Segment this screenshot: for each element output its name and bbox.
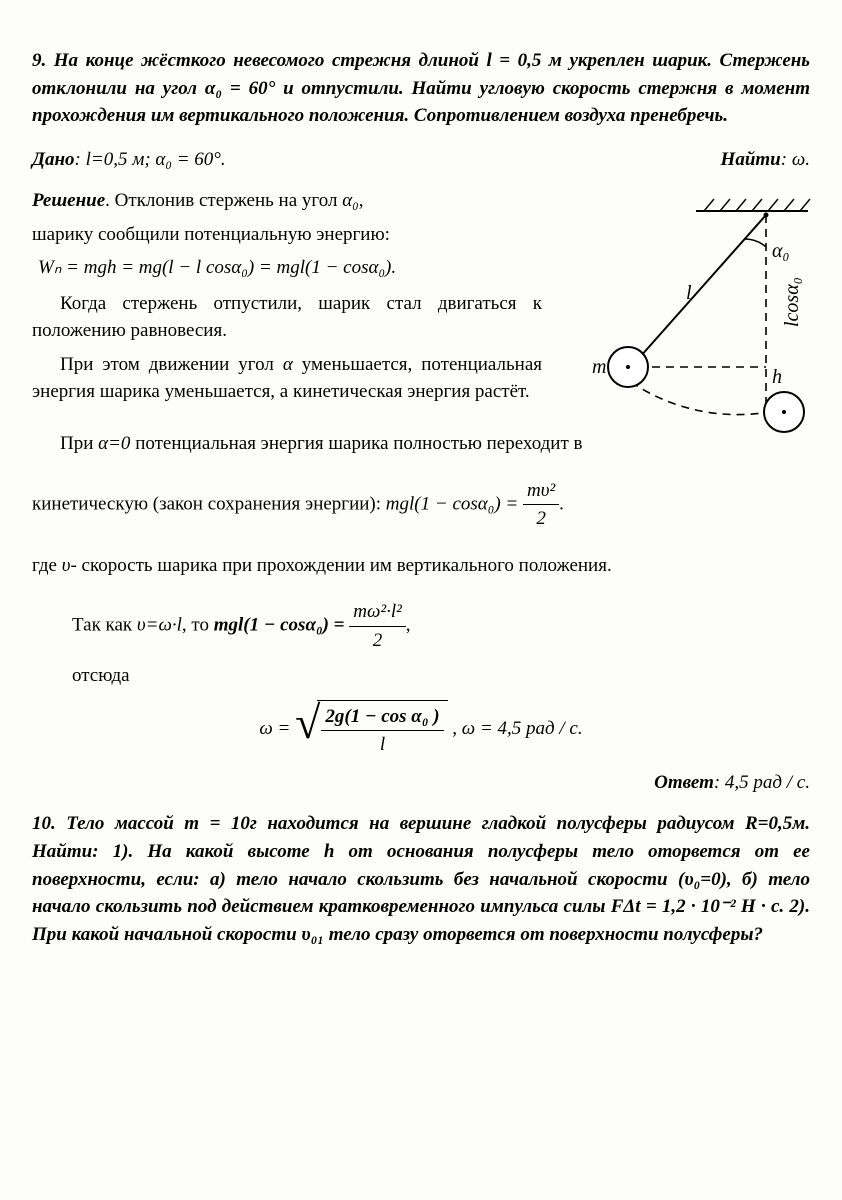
eq1: Wₙ = mgh = mg(l − l cosα₀) = mgl(1 − cos…: [38, 254, 542, 282]
eq2-num: mυ²: [523, 477, 559, 506]
p6a: кинетическую (закон сохранения энергии):: [32, 493, 386, 514]
eq3-lhs: mgl(1 − cosα₀) =: [214, 615, 350, 636]
sqrt: √ 2g(1 − cos α₀ ) l: [295, 700, 447, 759]
eq2-end: .: [559, 493, 564, 514]
p8b: υ=ω·l: [137, 615, 182, 636]
eq2-den: 2: [523, 505, 559, 533]
p1: Решение. Отклонив стержень на угол α₀,: [32, 187, 542, 215]
svg-text:lcosα₀: lcosα₀: [781, 277, 803, 327]
problem-9-statement: 9. На конце жёсткого невесомого стрежня …: [32, 47, 810, 130]
eq2-frac: mυ² 2: [523, 477, 559, 533]
svg-text:l: l: [686, 282, 692, 304]
pendulum-figure: l α₀ m h lcosα₀: [556, 187, 816, 437]
p5b: α=0: [98, 433, 130, 454]
p1c: ,: [359, 190, 364, 211]
problem-10-statement: 10. Тело массой m = 10г находится на вер…: [32, 810, 810, 948]
p5a: При: [60, 433, 98, 454]
find-text: : ω.: [781, 149, 810, 170]
solution-text: Решение. Отклонив стержень на угол α₀, ш…: [32, 187, 542, 406]
problem-9: 9. На конце жёсткого невесомого стрежня …: [32, 47, 810, 796]
p4: При этом движении угол α уменьшается, по…: [32, 351, 542, 406]
p5c: потенциальная энергия шарика полностью п…: [130, 433, 582, 454]
eq4-pre: ω =: [259, 718, 295, 739]
p1b: α₀: [342, 190, 359, 211]
p4a: При этом движении угол: [60, 354, 283, 375]
eq3-den: 2: [349, 627, 406, 655]
sol-label: Решение: [32, 190, 105, 211]
problem-10: 10. Тело массой m = 10г находится на вер…: [32, 810, 810, 948]
eq3-num: mω²·l²: [349, 598, 406, 627]
solution-block: Решение. Отклонив стержень на угол α₀, ш…: [32, 187, 810, 406]
p9: отсюда: [72, 662, 810, 690]
given-label: Дано: [32, 149, 75, 170]
eq3-frac: mω²·l² 2: [349, 598, 406, 654]
p7: где υ- скорость шарика при прохождении и…: [32, 552, 810, 580]
p1a: . Отклонив стержень на угол: [105, 190, 342, 211]
p6: кинетическую (закон сохранения энергии):…: [32, 477, 810, 533]
p7a: где: [32, 555, 62, 576]
eq4-num: 2g(1 − cos α₀ ): [321, 703, 443, 732]
given-block: Дано: l=0,5 м; α₀ = 60°.: [32, 146, 226, 174]
p8a: Так как: [72, 615, 137, 636]
eq3-end: ,: [406, 615, 411, 636]
p3: Когда стержень отпустили, шарик стал дви…: [32, 290, 542, 345]
eq2-lhs: mgl(1 − cosα₀) =: [386, 493, 523, 514]
answer-label: Ответ: [654, 772, 714, 793]
svg-text:m: m: [592, 356, 606, 378]
svg-text:α₀: α₀: [772, 240, 789, 262]
sqrt-body: 2g(1 − cos α₀ ) l: [317, 700, 447, 759]
p8c: , то: [182, 615, 214, 636]
find-block: Найти: ω.: [721, 146, 810, 174]
answer: Ответ: 4,5 рад / с.: [32, 769, 810, 797]
svg-text:h: h: [772, 366, 782, 388]
p2: шарику сообщили потенциальную энергию:: [32, 221, 542, 249]
given-find-row: Дано: l=0,5 м; α₀ = 60°. Найти: ω.: [32, 146, 810, 174]
answer-text: : 4,5 рад / с.: [714, 772, 810, 793]
problem-9-text: На конце жёсткого невесомого стрежня дли…: [32, 50, 810, 126]
p8: Так как υ=ω·l, то mgl(1 − cosα₀) = mω²·l…: [72, 598, 810, 654]
problem-10-text: Тело массой m = 10г находится на вершине…: [32, 813, 810, 944]
problem-9-number: 9.: [32, 50, 46, 71]
p7c: - скорость шарика при прохождении им вер…: [70, 555, 611, 576]
find-label: Найти: [721, 149, 781, 170]
eq4-den: l: [321, 731, 443, 759]
p4b: α: [283, 354, 293, 375]
given-text: : l=0,5 м; α₀ = 60°.: [75, 149, 226, 170]
eq4: ω = √ 2g(1 − cos α₀ ) l , ω = 4,5 рад / …: [32, 700, 810, 759]
problem-10-number: 10.: [32, 813, 56, 834]
eq4-post: , ω = 4,5 рад / с.: [452, 718, 582, 739]
